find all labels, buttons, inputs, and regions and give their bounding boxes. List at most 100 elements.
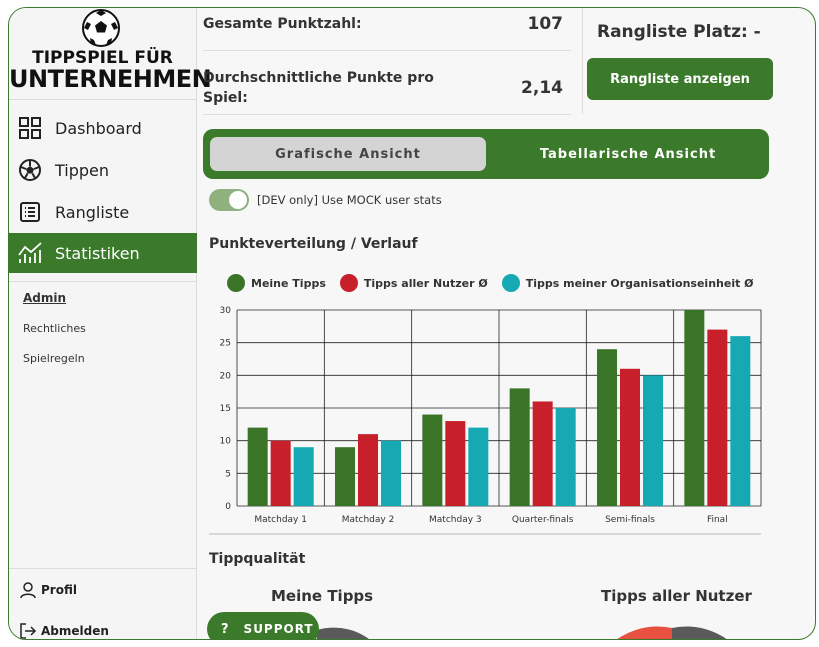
total-points-value: 107 — [527, 14, 564, 34]
main-content: Gesamte Punktzahl: 107 Durchschnittliche… — [197, 8, 815, 639]
sidebar-divider — [9, 281, 197, 282]
legend-item[interactable]: Tipps meiner Organisationseinheit Ø — [501, 274, 754, 292]
pie-chart-my-tips — [317, 627, 369, 639]
user-icon — [20, 582, 36, 599]
mock-stats-toggle[interactable] — [209, 189, 249, 211]
legend-dot — [339, 274, 358, 292]
legend-label: Tipps aller Nutzer Ø — [363, 276, 488, 290]
avg-points-row: Durchschnittliche Punkte pro Spiel: 2,14 — [203, 68, 563, 108]
y-tick-label: 25 — [220, 339, 231, 349]
pie-title-my-tips: Meine Tipps — [271, 587, 374, 605]
pie-title-all-users: Tipps aller Nutzer — [601, 587, 752, 605]
show-ranking-button[interactable]: Rangliste anzeigen — [587, 58, 773, 100]
sidebar-link-admin[interactable]: Admin — [23, 291, 67, 305]
sidebar-item-rangliste[interactable]: Rangliste — [9, 192, 197, 232]
dashboard-icon — [17, 115, 43, 141]
section-title-distribution: Punkteverteilung / Verlauf — [209, 236, 418, 252]
soccer-ball-logo-icon — [82, 9, 120, 47]
profile-link[interactable]: Profil — [19, 581, 77, 599]
y-tick-label: 15 — [220, 404, 231, 414]
pie-slice — [617, 626, 672, 639]
y-tick-label: 20 — [220, 371, 232, 381]
bar — [358, 434, 378, 506]
bar — [730, 336, 751, 506]
toggle-knob — [229, 191, 247, 209]
avg-points-label-line1: Durchschnittliche Punkte pro — [203, 70, 434, 86]
total-points-row: Gesamte Punktzahl: 107 — [203, 14, 563, 34]
legend-item[interactable]: Meine Tipps — [227, 274, 326, 292]
total-points-label: Gesamte Punktzahl: — [203, 16, 362, 32]
brand-line-1: TIPPSPIEL FÜR — [32, 48, 173, 68]
bar — [597, 349, 617, 506]
stats-divider — [203, 50, 571, 51]
sidebar-bottom-divider — [9, 568, 197, 569]
points-bar-chart: 0 5 10 15 20 25 30 Matchday 1 Matchday 2 Matchday… — [220, 306, 762, 525]
y-tick-label: 5 — [225, 469, 231, 479]
logout-link[interactable]: Abmelden — [19, 622, 109, 639]
section-divider — [209, 533, 761, 535]
bar — [509, 388, 530, 506]
bar — [293, 447, 314, 506]
section-title-quality: Tippqualität — [209, 551, 306, 567]
sidebar-link-rechtliches[interactable]: Rechtliches — [23, 322, 86, 335]
tab-graphical-view[interactable]: Grafische Ansicht — [210, 137, 486, 171]
x-tick-label: Matchday 2 — [342, 515, 395, 525]
pie-slice — [672, 626, 727, 639]
bar — [643, 375, 663, 506]
stats-bottom-divider — [203, 114, 571, 115]
legend-label: Meine Tipps — [251, 276, 326, 290]
y-tick-label: 30 — [220, 306, 232, 316]
mock-stats-label: [DEV only] Use MOCK user stats — [257, 193, 442, 207]
bar — [247, 427, 268, 506]
legend-dot — [227, 274, 245, 292]
pie-chart-all-users — [617, 626, 727, 639]
y-tick-label: 10 — [220, 437, 232, 447]
bar — [270, 440, 291, 506]
x-tick-label: Semi-finals — [605, 515, 655, 525]
sidebar-item-label: Rangliste — [55, 202, 130, 222]
x-tick-label: Final — [707, 515, 728, 525]
avg-points-label: Durchschnittliche Punkte pro Spiel: — [203, 68, 434, 108]
sidebar-item-label: Tippen — [55, 160, 110, 180]
bar — [620, 368, 640, 506]
rank-title: Rangliste Platz: - — [597, 22, 761, 42]
sidebar-item-label: Dashboard — [55, 118, 142, 138]
tab-table-view[interactable]: Tabellarische Ansicht — [539, 146, 717, 162]
sidebar-item-label: Statistiken — [55, 243, 140, 263]
x-tick-label: Matchday 3 — [429, 515, 482, 525]
avg-points-label-line2: Spiel: — [203, 90, 248, 106]
sidebar-item-dashboard[interactable]: Dashboard — [9, 108, 197, 148]
bar — [684, 310, 705, 506]
list-icon — [17, 199, 43, 225]
legend-dot — [501, 274, 520, 292]
support-button[interactable]: ? SUPPORT — [207, 612, 319, 639]
x-tick-label: Quarter-finals — [512, 515, 574, 525]
bar — [335, 447, 355, 506]
chart-icon — [17, 240, 43, 266]
brand-logo[interactable]: TIPPSPIEL FÜR UNTERNEHMEN — [9, 8, 212, 100]
stats-vertical-divider — [582, 8, 583, 114]
legend-item[interactable]: Tipps aller Nutzer Ø — [339, 274, 488, 292]
x-tick-label: Matchday 1 — [254, 515, 307, 525]
sidebar-item-tippen[interactable]: Tippen — [9, 150, 197, 190]
support-label: SUPPORT — [243, 622, 314, 636]
logout-icon — [20, 623, 37, 639]
bar — [445, 421, 466, 506]
sidebar-link-spielregeln[interactable]: Spielregeln — [23, 352, 85, 365]
bar — [707, 329, 728, 506]
bar — [555, 408, 576, 506]
app-frame: TIPPSPIEL FÜR UNTERNEHMEN Dashboard — [8, 7, 816, 640]
legend-label: Tipps meiner Organisationseinheit Ø — [525, 276, 754, 290]
soccer-ball-icon — [17, 157, 43, 183]
bar — [468, 427, 489, 506]
sidebar-item-statistiken[interactable]: Statistiken — [9, 233, 197, 273]
pie-slice — [317, 627, 369, 639]
bar — [532, 401, 553, 506]
chart-legend: Meine Tipps Tipps aller Nutzer Ø Tipps m… — [227, 274, 768, 292]
profile-label: Profil — [41, 583, 77, 597]
brand-line-2: UNTERNEHMEN — [9, 65, 212, 93]
bar — [422, 414, 443, 506]
avg-points-value: 2,14 — [521, 78, 563, 98]
view-toggle: Grafische Ansicht Tabellarische Ansicht — [203, 129, 769, 179]
y-tick-label: 0 — [225, 502, 231, 512]
